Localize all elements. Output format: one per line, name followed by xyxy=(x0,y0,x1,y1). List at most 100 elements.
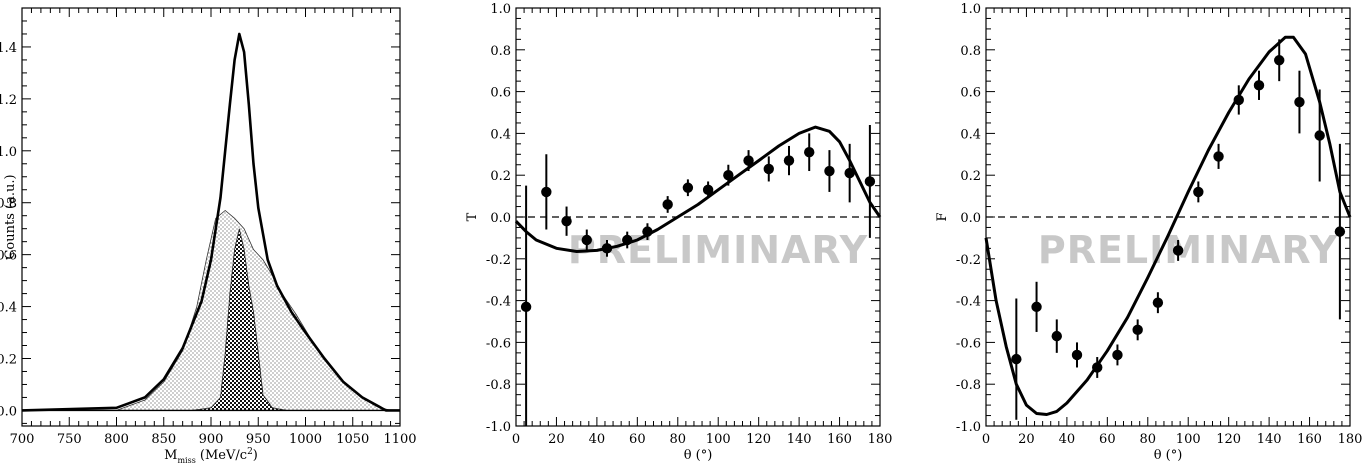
x-axis-label-subscript: miss xyxy=(177,456,195,465)
x-tick-label: 80 xyxy=(1140,432,1157,447)
x-tick-label: 140 xyxy=(787,432,812,447)
y-tick-label: -0.8 xyxy=(486,378,511,393)
y-tick-label: -0.2 xyxy=(486,253,511,268)
x-tick-label: 40 xyxy=(1059,432,1076,447)
x-tick-label: 160 xyxy=(827,432,852,447)
data-point xyxy=(844,167,855,179)
x-tick-label: 120 xyxy=(746,432,771,447)
y-tick-label: 0.6 xyxy=(490,86,511,101)
axis-ticks xyxy=(985,7,1351,427)
data-point xyxy=(520,301,532,313)
x-tick-label: 140 xyxy=(1257,432,1282,447)
data-point xyxy=(662,199,673,210)
x-axis-label-main: M xyxy=(164,448,177,463)
data-point xyxy=(864,176,876,187)
x-tick-label: 0 xyxy=(982,432,990,447)
y-tick-label: 0.8 xyxy=(490,44,511,59)
y-tick-label: -0.6 xyxy=(486,336,511,351)
x-tick-label: 100 xyxy=(1176,432,1201,447)
y-tick-label: 1.4 xyxy=(0,41,17,56)
y-tick-label: -0.4 xyxy=(486,295,511,310)
data-point xyxy=(1172,245,1184,256)
y-tick-label: 1.0 xyxy=(0,145,17,160)
y-tick-label: -0.6 xyxy=(956,336,981,351)
data-point xyxy=(723,170,734,181)
y-tick-label: -0.4 xyxy=(956,295,981,310)
x-tick-label: 1000 xyxy=(289,432,322,447)
x-tick-label: 80 xyxy=(670,432,687,447)
data-point xyxy=(1031,301,1042,313)
data-point xyxy=(1193,186,1204,198)
data-point xyxy=(1112,349,1123,361)
data-point xyxy=(1253,80,1265,91)
x-axis-label: θ (°) xyxy=(684,448,713,463)
tick-labels: 0 20 40 60 80 100 120 140 160 180 -1.0 -0.8 -0.6 -0.4… xyxy=(956,2,1362,447)
y-axis-label: Counts (a.u.) xyxy=(3,174,18,259)
total-distribution-line xyxy=(21,32,400,412)
tick-labels: 0 20 40 60 80 100 120 140 160 180 -1.0 -0.8 -0.6 -0.4… xyxy=(486,2,892,447)
x-tick-label: 1100 xyxy=(383,432,416,447)
x-tick-label: 750 xyxy=(57,432,82,447)
data-point xyxy=(642,226,653,237)
x-tick-label: 700 xyxy=(10,432,35,447)
data-point xyxy=(1334,226,1346,237)
y-axis-label: T xyxy=(465,212,480,221)
y-tick-label: -1.0 xyxy=(956,420,981,435)
x-tick-label: 20 xyxy=(1018,432,1035,447)
f-asymmetry-panel: PRELIMINARY 0 20 40 60 80 100 120 140 160 180 -1.0… xyxy=(935,2,1362,463)
data-point xyxy=(1132,324,1143,336)
data-point xyxy=(702,184,714,196)
y-tick-label: -0.2 xyxy=(956,253,981,268)
data-point xyxy=(1011,353,1022,365)
data-point xyxy=(1152,297,1164,308)
data-point xyxy=(1071,349,1083,361)
data-point xyxy=(804,147,815,158)
y-tick-label: 0.2 xyxy=(0,352,17,367)
y-tick-label: 0.0 xyxy=(960,211,981,226)
axis-ticks xyxy=(21,7,401,426)
data-point xyxy=(1233,94,1244,106)
data-point xyxy=(1314,130,1325,141)
data-point xyxy=(622,234,633,246)
data-point xyxy=(1213,151,1224,162)
preliminary-watermark: PRELIMINARY xyxy=(568,228,868,272)
y-tick-label: 0.8 xyxy=(960,44,981,59)
data-point xyxy=(824,165,835,177)
x-axis-label-unit: (MeV/c xyxy=(196,448,247,463)
y-tick-label: 0.4 xyxy=(490,127,511,142)
data-point xyxy=(581,234,592,246)
x-tick-label: 800 xyxy=(104,432,129,447)
y-tick-label: 0.2 xyxy=(960,169,981,184)
y-tick-label: 0.2 xyxy=(490,169,511,184)
y-tick-label: 1.0 xyxy=(490,2,511,17)
data-point xyxy=(541,186,552,198)
y-tick-label: -0.8 xyxy=(956,378,981,393)
data-point xyxy=(743,155,754,166)
y-tick-label: 0.0 xyxy=(0,404,17,419)
plot-area xyxy=(984,35,1352,420)
y-tick-label: 0.8 xyxy=(0,197,17,212)
data-point xyxy=(561,215,572,227)
y-tick-label: 1.2 xyxy=(0,93,17,108)
y-tick-label: 0.6 xyxy=(960,86,981,101)
x-tick-label: 60 xyxy=(629,432,646,447)
y-tick-label: 0.4 xyxy=(0,301,17,316)
missing-mass-panel: 700 750 800 850 900 950 1000 1050 1100 0.0 0.2 0.4 0… xyxy=(0,7,417,465)
plot-area xyxy=(21,32,400,412)
preliminary-watermark: PRELIMINARY xyxy=(1038,228,1338,272)
y-tick-label: 0.6 xyxy=(0,249,17,264)
plot-area xyxy=(514,125,882,426)
data-point xyxy=(763,163,774,175)
data-point xyxy=(1092,362,1103,373)
y-tick-label: 0.0 xyxy=(490,211,511,226)
x-axis-label: Mmiss (MeV/c2) xyxy=(164,447,258,465)
x-tick-label: 0 xyxy=(512,432,520,447)
x-tick-label: 100 xyxy=(706,432,731,447)
tick-labels: 700 750 800 850 900 950 1000 1050 1100 0.0 0.2 0.4 0… xyxy=(0,41,417,447)
y-axis-label: F xyxy=(935,212,950,221)
x-tick-label: 120 xyxy=(1216,432,1241,447)
x-tick-label: 1050 xyxy=(336,432,369,447)
x-tick-label: 180 xyxy=(1338,432,1363,447)
x-tick-label: 180 xyxy=(868,432,893,447)
